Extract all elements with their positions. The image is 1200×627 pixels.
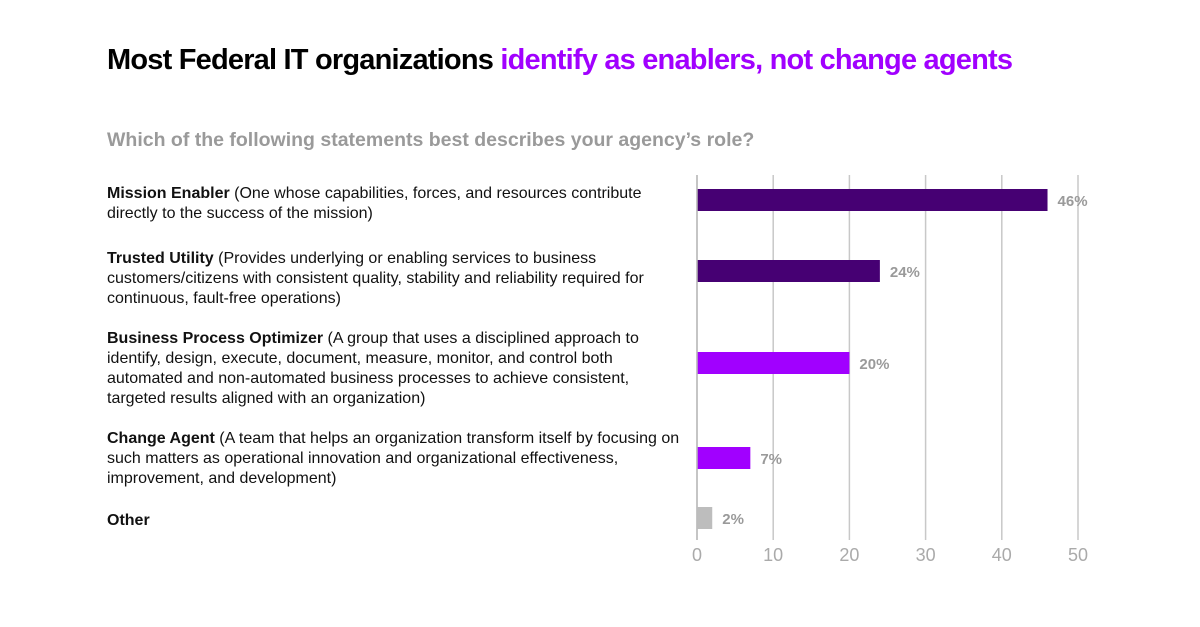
category-description: (One whose capabilities, forces, and res…: [107, 185, 642, 222]
bar: [697, 447, 751, 469]
x-tick-label: 40: [992, 545, 1012, 565]
page-title: Most Federal IT organizations identify a…: [107, 44, 1013, 77]
category-description: (A team that helps an organization trans…: [107, 430, 680, 487]
category-label: Change Agent (A team that helps an organ…: [107, 429, 687, 489]
data-label: 2%: [722, 511, 744, 528]
category-label: Other: [107, 511, 687, 531]
bar: [697, 260, 880, 282]
bar: [697, 189, 1048, 211]
category-name: Mission Enabler: [107, 185, 230, 202]
title-main: Most Federal IT organizations: [107, 44, 501, 76]
data-label: 24%: [890, 264, 920, 281]
x-tick-label: 30: [916, 545, 936, 565]
x-tick-label: 20: [839, 545, 859, 565]
category-name: Change Agent: [107, 430, 215, 447]
data-label: 20%: [859, 356, 889, 373]
category-name: Trusted Utility: [107, 250, 214, 267]
data-label: 46%: [1058, 193, 1088, 210]
category-description: (Provides underlying or enabling service…: [107, 250, 644, 307]
x-tick-label: 50: [1068, 545, 1088, 565]
data-label: 7%: [760, 451, 782, 468]
category-name: Business Process Optimizer: [107, 330, 324, 347]
x-tick-label: 0: [692, 545, 702, 565]
x-tick-label: 10: [763, 545, 783, 565]
category-label: Mission Enabler (One whose capabilities,…: [107, 184, 687, 224]
bar: [697, 507, 713, 529]
category-description: (A group that uses a disciplined approac…: [107, 330, 639, 407]
category-label: Business Process Optimizer (A group that…: [107, 329, 687, 409]
title-highlight: identify as enablers, not change agents: [500, 44, 1013, 76]
category-label: Trusted Utility (Provides underlying or …: [107, 249, 687, 309]
bar: [697, 352, 850, 374]
chart-subtitle: Which of the following statements best d…: [107, 129, 755, 151]
category-name: Other: [107, 512, 150, 529]
